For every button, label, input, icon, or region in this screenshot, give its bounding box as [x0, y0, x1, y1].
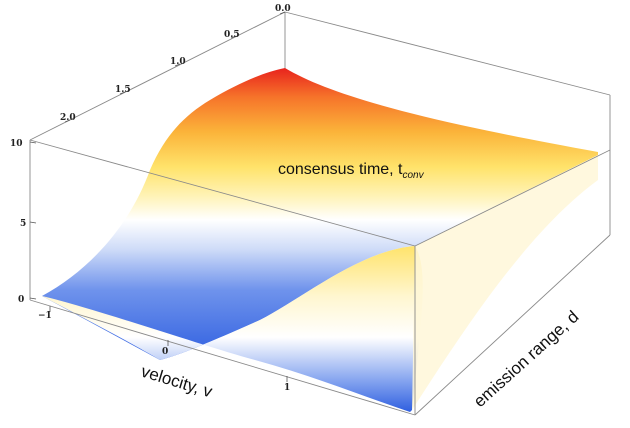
y-tick-mark-4: [64, 119, 71, 123]
surface-label: consensus time, tconv: [278, 161, 425, 181]
bounding-box-back: [29, 11, 611, 300]
surface-label-main: consensus time, t: [278, 161, 403, 178]
surface-top: [42, 68, 598, 360]
surface-front: [42, 246, 423, 412]
box-edge-back-right-top: [284, 11, 611, 96]
x-axis-ticks: −1 0 1: [38, 306, 290, 393]
z-tick-label-5: 5: [20, 219, 26, 229]
y-tick-label-2: 1.0: [170, 57, 186, 67]
surface-right-face: [412, 155, 598, 410]
z-tick-mark-5: [29, 221, 37, 224]
box-edge-front-top-left: [29, 139, 416, 247]
box-edge-back-top: [29, 11, 286, 141]
box-edge-bottom-right: [414, 234, 611, 416]
y-tick-mark-2: [174, 63, 181, 67]
y-axis-ticks: 0.0 0.5 1.0 1.5 2.0: [60, 4, 291, 123]
x-tick-label-neg1: −1: [38, 311, 52, 321]
box-edge-front-top-right: [414, 149, 611, 247]
z-tick-mark-10: [29, 141, 37, 144]
box-edge-bottom-left: [29, 299, 416, 416]
bounding-box-front: [29, 139, 611, 416]
y-tick-label-4: 2.0: [60, 113, 76, 123]
z-axis-ticks: 10 5 0: [10, 139, 37, 305]
z-tick-mark-0: [29, 297, 37, 300]
surface-label-subscript: conv: [403, 170, 425, 181]
y-axis-label: emission range, d: [470, 307, 582, 411]
z-tick-label-10: 10: [10, 139, 23, 149]
y-tick-label-3: 1.5: [115, 85, 131, 95]
y-tick-label-0: 0.0: [275, 4, 291, 14]
x-axis-label: velocity, v: [139, 362, 215, 402]
y-tick-mark-3: [119, 91, 126, 95]
y-tick-mark-0: [279, 11, 286, 15]
x-tick-label-0: 0: [162, 347, 168, 357]
y-tick-label-1: 0.5: [224, 30, 240, 40]
z-tick-label-0: 0: [18, 295, 24, 305]
x-tick-label-1: 1: [284, 383, 290, 393]
y-tick-mark-1: [230, 35, 237, 39]
